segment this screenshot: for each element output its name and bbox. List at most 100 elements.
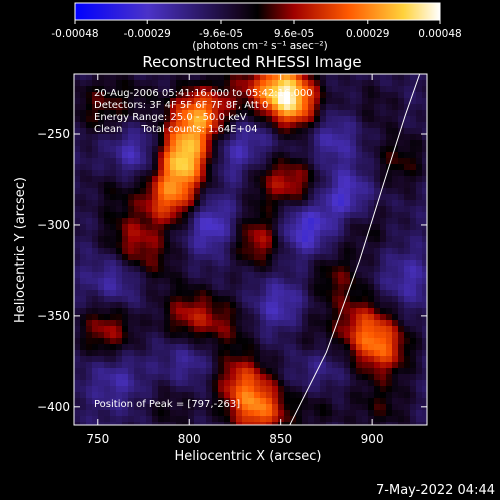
heatmap-cell bbox=[230, 98, 237, 105]
heatmap-cell bbox=[80, 272, 87, 279]
heatmap-cell bbox=[224, 200, 231, 207]
heatmap-cell bbox=[410, 416, 417, 423]
heatmap-cell bbox=[386, 404, 393, 411]
heatmap-cell bbox=[128, 398, 135, 405]
heatmap-cell bbox=[224, 272, 231, 279]
heatmap-cell bbox=[188, 392, 195, 399]
y-axis-ticks: −250−300−350−400 bbox=[37, 127, 427, 414]
heatmap-cell bbox=[314, 242, 321, 249]
heatmap-cell bbox=[410, 152, 417, 159]
heatmap-cell bbox=[314, 392, 321, 399]
heatmap-cell bbox=[272, 122, 279, 129]
heatmap-cell bbox=[302, 152, 309, 159]
heatmap-cell bbox=[326, 368, 333, 375]
heatmap-cell bbox=[386, 296, 393, 303]
heatmap-cell bbox=[170, 74, 177, 81]
heatmap-cell bbox=[392, 314, 399, 321]
heatmap-cell bbox=[416, 170, 423, 177]
heatmap-cell bbox=[110, 416, 117, 423]
heatmap-cell bbox=[284, 248, 291, 255]
heatmap-cell bbox=[326, 224, 333, 231]
heatmap-cell bbox=[134, 242, 141, 249]
heatmap-cell bbox=[362, 362, 369, 369]
heatmap-cell bbox=[416, 266, 423, 273]
solar-limb-curve bbox=[289, 74, 421, 425]
heatmap-cell bbox=[236, 158, 243, 165]
heatmap-cell bbox=[158, 128, 165, 135]
heatmap-cell bbox=[320, 218, 327, 225]
heatmap-cell bbox=[272, 128, 279, 135]
heatmap-cell bbox=[314, 152, 321, 159]
heatmap-cell bbox=[218, 260, 225, 267]
heatmap-cell bbox=[254, 86, 261, 93]
heatmap-cell bbox=[122, 104, 129, 111]
heatmap-cell bbox=[98, 224, 105, 231]
heatmap-cell bbox=[80, 248, 87, 255]
heatmap-cell bbox=[158, 254, 165, 261]
heatmap-cell bbox=[308, 110, 315, 117]
heatmap-cell bbox=[128, 284, 135, 291]
heatmap-cell bbox=[182, 338, 189, 345]
heatmap-cell bbox=[74, 122, 81, 129]
heatmap-cell bbox=[182, 362, 189, 369]
heatmap-cell bbox=[110, 206, 117, 213]
heatmap-cell bbox=[140, 416, 147, 423]
heatmap-cell bbox=[212, 230, 219, 237]
heatmap-cell bbox=[158, 236, 165, 243]
heatmap-cell bbox=[410, 266, 417, 273]
heatmap-cell bbox=[290, 182, 297, 189]
heatmap-cell bbox=[410, 212, 417, 219]
heatmap-cell bbox=[314, 398, 321, 405]
heatmap-cell bbox=[164, 248, 171, 255]
heatmap-cell bbox=[170, 206, 177, 213]
heatmap-cell bbox=[350, 284, 357, 291]
heatmap-cell bbox=[104, 332, 111, 339]
heatmap-cell bbox=[140, 248, 147, 255]
heatmap-cell bbox=[104, 206, 111, 213]
heatmap-cell bbox=[80, 194, 87, 201]
heatmap-cell bbox=[398, 386, 405, 393]
heatmap-cell bbox=[74, 176, 81, 183]
heatmap-cell bbox=[374, 134, 381, 141]
heatmap-cell bbox=[302, 206, 309, 213]
heatmap-cell bbox=[182, 86, 189, 93]
heatmap-cell bbox=[188, 398, 195, 405]
heatmap-cell bbox=[338, 404, 345, 411]
heatmap-cell bbox=[284, 134, 291, 141]
heatmap-cell bbox=[200, 326, 207, 333]
heatmap-cell bbox=[146, 110, 153, 117]
peak-position-label: Position of Peak = [797,-263] bbox=[94, 399, 240, 410]
heatmap-cell bbox=[254, 152, 261, 159]
heatmap-cell bbox=[350, 224, 357, 231]
heatmap-cell bbox=[254, 134, 261, 141]
heatmap-cell bbox=[392, 104, 399, 111]
heatmap-cell bbox=[254, 398, 261, 405]
heatmap-cell bbox=[356, 272, 363, 279]
heatmap-cell bbox=[404, 296, 411, 303]
heatmap-cell bbox=[344, 338, 351, 345]
heatmap-cell bbox=[128, 254, 135, 261]
heatmap-cell bbox=[182, 380, 189, 387]
heatmap-cell bbox=[416, 92, 423, 99]
heatmap-cell bbox=[206, 422, 213, 425]
heatmap-cell bbox=[272, 194, 279, 201]
heatmap-cell bbox=[422, 182, 427, 189]
heatmap-cell bbox=[248, 104, 255, 111]
heatmap-cell bbox=[320, 422, 327, 425]
heatmap-cell bbox=[332, 98, 339, 105]
heatmap-cell bbox=[218, 200, 225, 207]
heatmap-cell bbox=[122, 218, 129, 225]
heatmap-cell bbox=[260, 224, 267, 231]
heatmap-cell bbox=[278, 332, 285, 339]
heatmap-cell bbox=[116, 380, 123, 387]
heatmap-cell bbox=[380, 236, 387, 243]
heatmap-cell bbox=[104, 182, 111, 189]
heatmap-cell bbox=[308, 104, 315, 111]
heatmap-cell bbox=[380, 260, 387, 267]
heatmap-cell bbox=[248, 326, 255, 333]
heatmap-cell bbox=[320, 302, 327, 309]
heatmap-cell bbox=[80, 416, 87, 423]
heatmap-cell bbox=[350, 116, 357, 123]
heatmap-cell bbox=[182, 98, 189, 105]
heatmap-cell bbox=[284, 260, 291, 267]
